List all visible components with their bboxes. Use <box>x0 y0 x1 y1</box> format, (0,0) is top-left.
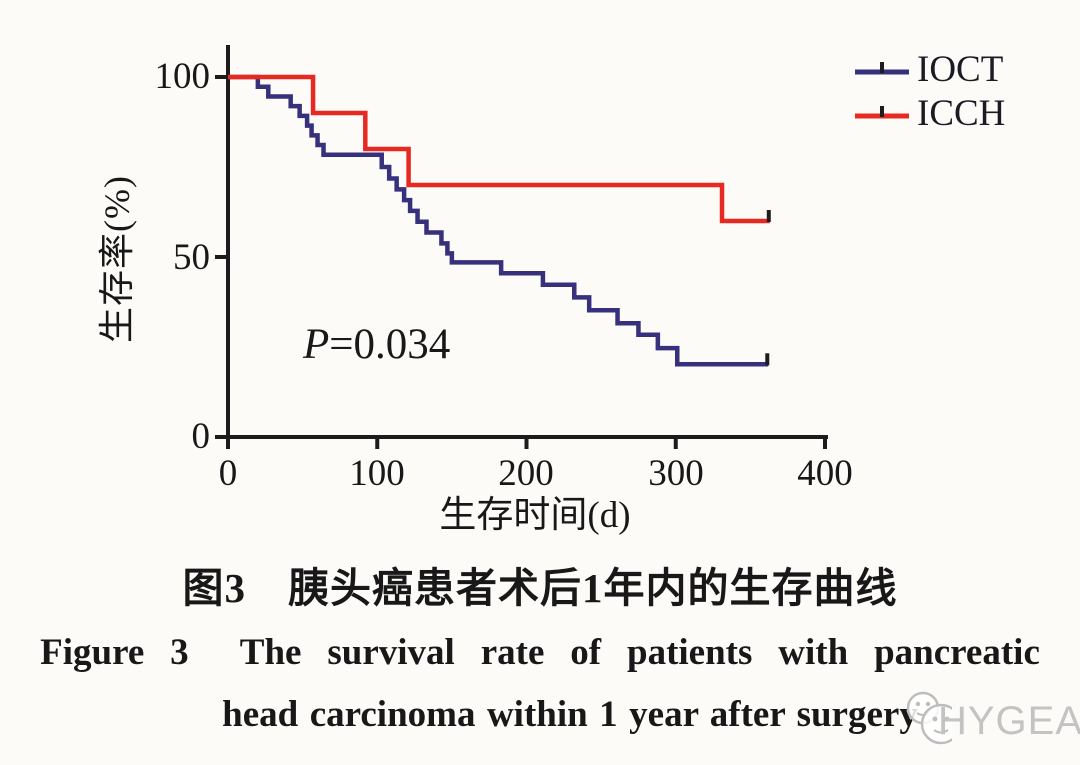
x-tick-0: 0 <box>218 453 238 494</box>
legend-row-icch: ICCH <box>853 92 1005 136</box>
y-tick-100: 100 <box>154 56 211 97</box>
x-axis-title: 生存时间(d) <box>439 495 631 536</box>
x-tick-300: 300 <box>648 453 704 494</box>
legend-label-icch: ICCH <box>917 93 1006 134</box>
x-tick-200: 200 <box>498 453 554 494</box>
legend-label-ioct: IOCT <box>917 49 1004 90</box>
y-tick-0: 0 <box>191 416 211 457</box>
watermark: HYGEA <box>893 686 1080 756</box>
chart-legend: IOCT ICCH <box>853 48 1005 136</box>
hygea-logo-icon <box>906 691 952 745</box>
p-value-number: =0.034 <box>329 321 451 368</box>
watermark-text: HYGEA <box>937 698 1080 743</box>
caption-english-line1: Figure 3 The survival rate of patients w… <box>40 632 1040 673</box>
caption-english-line2: head carcinoma within 1 year after surge… <box>222 694 918 735</box>
x-tick-400: 400 <box>797 453 853 494</box>
y-tick-50: 50 <box>173 237 210 278</box>
icch-line-symbol-icon <box>855 106 909 119</box>
ioct-survival-curve <box>228 74 769 367</box>
p-value-annotation: P=0.034 <box>303 322 450 368</box>
icch-survival-curve <box>228 74 770 224</box>
caption-chinese: 图3 胰头癌患者术后1年内的生存曲线 <box>182 565 898 611</box>
p-value-symbol: P <box>303 321 330 368</box>
y-axis-title: 生存率(%) <box>97 175 137 343</box>
legend-row-ioct: IOCT <box>853 48 1005 92</box>
x-tick-100: 100 <box>349 453 405 494</box>
survival-chart-plot <box>215 45 828 449</box>
ioct-line-symbol-icon <box>855 62 909 75</box>
